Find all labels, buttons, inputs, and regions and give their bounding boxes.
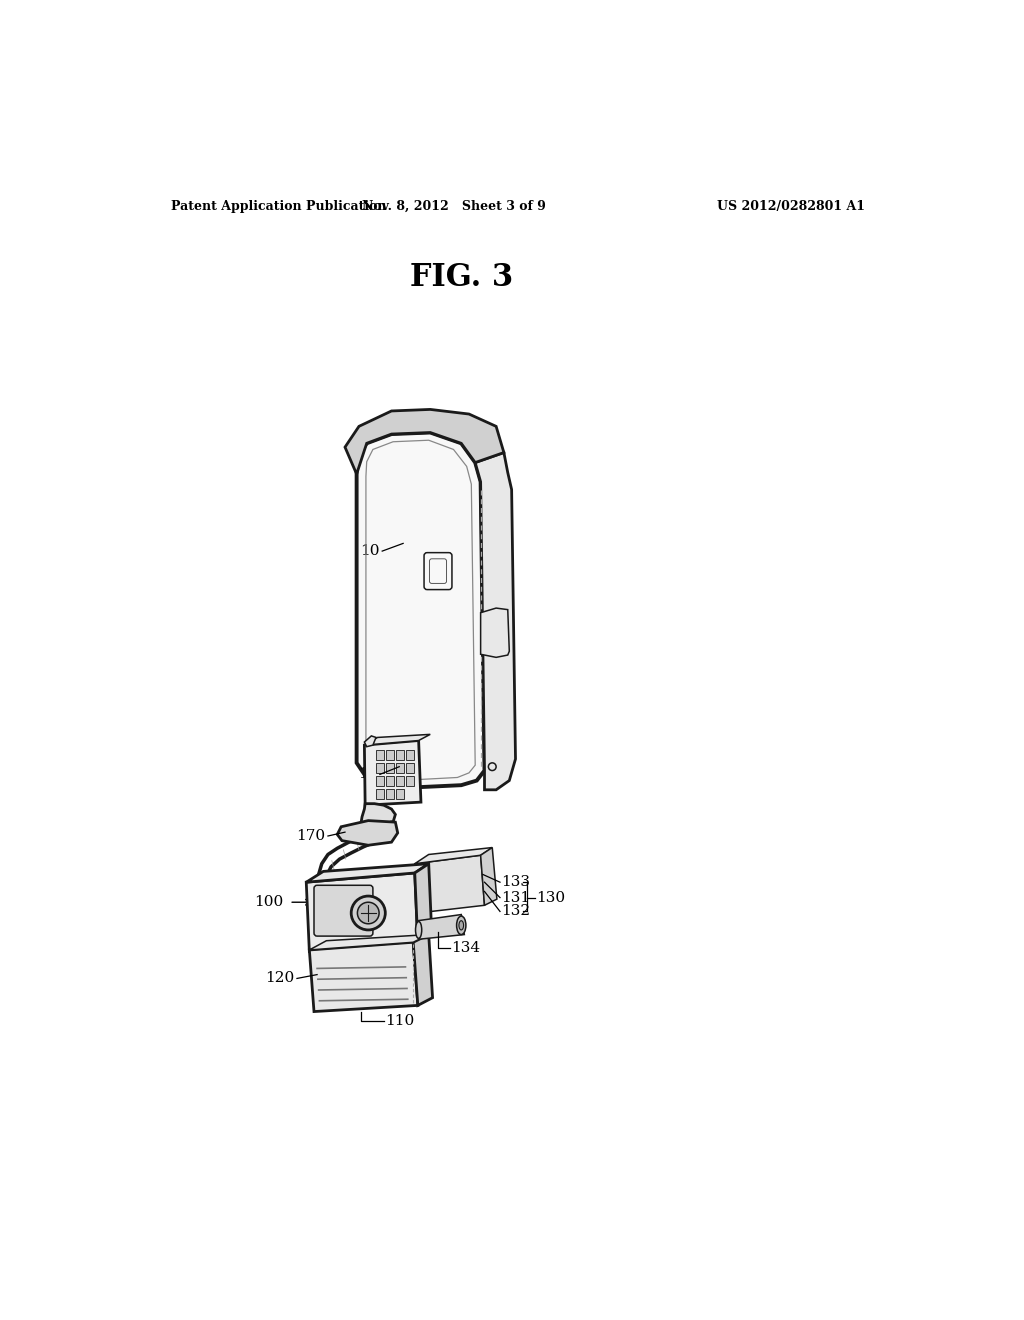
Text: 132: 132 xyxy=(502,904,530,919)
Polygon shape xyxy=(418,915,464,940)
Bar xyxy=(376,750,384,760)
FancyBboxPatch shape xyxy=(314,886,373,936)
Text: 11: 11 xyxy=(358,767,378,781)
Polygon shape xyxy=(345,409,504,474)
Polygon shape xyxy=(356,433,484,788)
Bar xyxy=(376,763,384,774)
Polygon shape xyxy=(414,935,432,1006)
Polygon shape xyxy=(365,737,376,747)
Bar xyxy=(386,776,394,785)
Text: 130: 130 xyxy=(537,891,565,904)
Text: Patent Application Publication: Patent Application Publication xyxy=(171,199,386,213)
Bar xyxy=(396,789,403,799)
Text: 131: 131 xyxy=(502,891,530,904)
Bar xyxy=(376,789,384,799)
Ellipse shape xyxy=(457,916,466,935)
Bar xyxy=(407,750,414,760)
Text: 100: 100 xyxy=(254,895,283,909)
Polygon shape xyxy=(309,942,418,1011)
Polygon shape xyxy=(365,734,430,744)
Polygon shape xyxy=(415,863,432,944)
Polygon shape xyxy=(365,741,421,805)
Ellipse shape xyxy=(416,921,422,939)
Circle shape xyxy=(357,903,379,924)
Text: 110: 110 xyxy=(385,1014,415,1028)
Bar xyxy=(396,750,403,760)
Text: 133: 133 xyxy=(502,875,530,890)
Text: US 2012/0282801 A1: US 2012/0282801 A1 xyxy=(717,199,865,213)
Bar xyxy=(376,776,384,785)
Text: 170: 170 xyxy=(297,829,326,843)
Polygon shape xyxy=(309,935,429,950)
Bar xyxy=(386,763,394,774)
Polygon shape xyxy=(337,821,397,845)
Polygon shape xyxy=(475,453,515,789)
Polygon shape xyxy=(415,855,484,913)
Text: Nov. 8, 2012   Sheet 3 of 9: Nov. 8, 2012 Sheet 3 of 9 xyxy=(361,199,546,213)
Polygon shape xyxy=(306,873,418,952)
Polygon shape xyxy=(480,609,509,657)
Bar xyxy=(386,750,394,760)
Bar xyxy=(407,763,414,774)
Ellipse shape xyxy=(459,921,464,929)
Bar xyxy=(386,789,394,799)
Text: FIG. 3: FIG. 3 xyxy=(410,263,513,293)
Text: 120: 120 xyxy=(265,972,295,986)
Bar xyxy=(396,763,403,774)
Bar xyxy=(396,776,403,785)
Circle shape xyxy=(351,896,385,929)
Text: 134: 134 xyxy=(452,941,480,954)
Bar xyxy=(407,776,414,785)
Polygon shape xyxy=(360,804,395,832)
Polygon shape xyxy=(415,847,493,863)
Text: 10: 10 xyxy=(360,544,380,558)
Polygon shape xyxy=(480,847,497,906)
Polygon shape xyxy=(306,863,429,882)
